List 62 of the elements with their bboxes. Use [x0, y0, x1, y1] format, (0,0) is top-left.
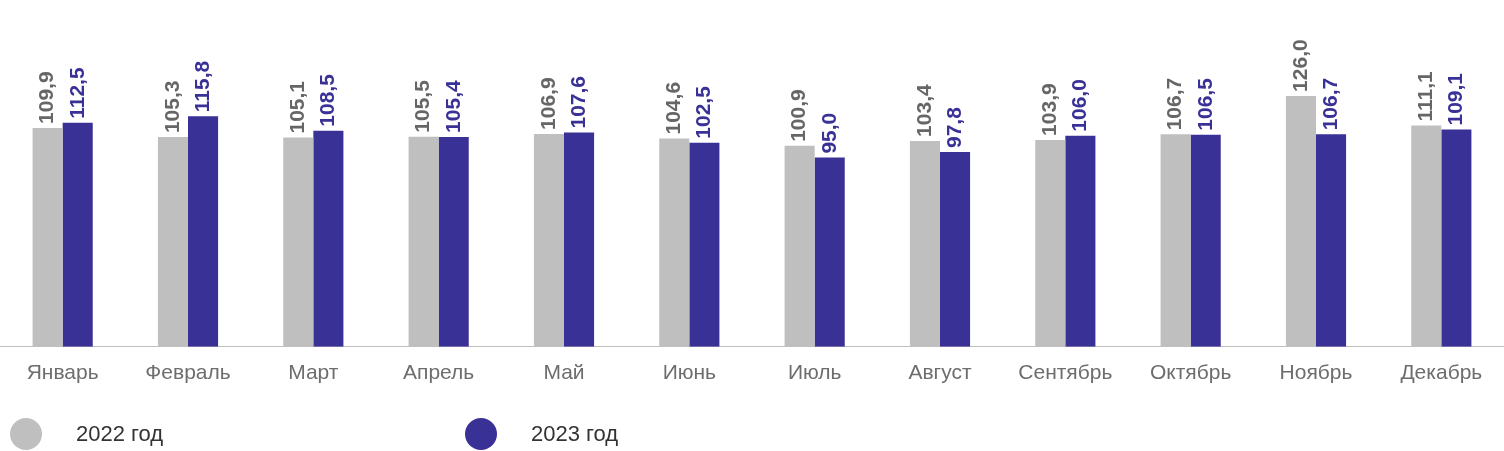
- bar: [1160, 134, 1191, 347]
- data-label: 100,9: [786, 89, 810, 142]
- bar: [283, 137, 314, 347]
- bar: [1065, 135, 1096, 347]
- data-label: 106,7: [1162, 77, 1186, 131]
- bar: [1316, 134, 1347, 347]
- data-label: 111,1: [1413, 71, 1437, 122]
- x-tick-label: Февраль: [145, 360, 231, 384]
- bar: [689, 142, 720, 347]
- bar: [1411, 125, 1442, 347]
- x-tick-label: Июль: [787, 360, 842, 384]
- data-label: 109,1: [1443, 72, 1467, 126]
- data-label: 105,3: [159, 80, 183, 134]
- data-label: 105,4: [440, 80, 464, 133]
- data-label: 106,0: [1067, 79, 1091, 132]
- data-label: 107,6: [565, 75, 589, 129]
- bar: [784, 145, 815, 347]
- data-label: 104,6: [661, 81, 685, 135]
- bar: [188, 116, 219, 347]
- bar: [1441, 129, 1472, 347]
- x-tick-label: Сентябрь: [1018, 360, 1113, 384]
- bar: [659, 138, 690, 347]
- data-label: 95,0: [816, 112, 840, 154]
- data-label: 105,1: [285, 80, 309, 134]
- data-label: 97,8: [941, 106, 965, 149]
- data-label: 106,5: [1192, 77, 1216, 131]
- x-tick-label: Август: [908, 360, 972, 384]
- data-label: 103,4: [911, 84, 935, 137]
- data-label: 115,8: [189, 60, 213, 113]
- bar: [564, 132, 595, 347]
- x-tick-label: Июнь: [662, 360, 717, 384]
- bar: [1035, 139, 1066, 347]
- bar: [438, 136, 469, 347]
- legend-label: 2022 год: [76, 421, 164, 447]
- data-label: 103,9: [1037, 83, 1061, 136]
- data-label: 102,5: [691, 85, 715, 139]
- data-label: 126,0: [1287, 39, 1311, 92]
- bar: [814, 157, 845, 347]
- bar: [32, 127, 63, 347]
- data-label: 109,9: [34, 71, 58, 124]
- data-label: 106,7: [1317, 77, 1341, 131]
- bar: [909, 140, 940, 347]
- bar: [408, 136, 439, 347]
- x-tick-label: Октябрь: [1149, 360, 1232, 384]
- bar: [1285, 95, 1316, 347]
- bar: [62, 122, 93, 347]
- bar: [940, 152, 971, 347]
- x-tick-label: Апрель: [403, 360, 475, 384]
- data-label: 106,9: [535, 77, 559, 130]
- x-tick-label: Май: [543, 360, 585, 384]
- data-label: 105,5: [410, 79, 434, 133]
- x-tick-label: Март: [288, 360, 339, 384]
- bar: [533, 133, 564, 347]
- bar: [157, 137, 188, 347]
- bar: [1190, 134, 1221, 347]
- bar: [313, 130, 344, 347]
- x-tick-label: Ноябрь: [1279, 360, 1353, 384]
- data-label: 108,5: [315, 73, 339, 127]
- x-tick-label: Январь: [26, 360, 99, 384]
- data-label: 112,5: [64, 67, 88, 119]
- legend-label: 2023 год: [531, 421, 619, 447]
- x-tick-label: Декабрь: [1400, 360, 1483, 384]
